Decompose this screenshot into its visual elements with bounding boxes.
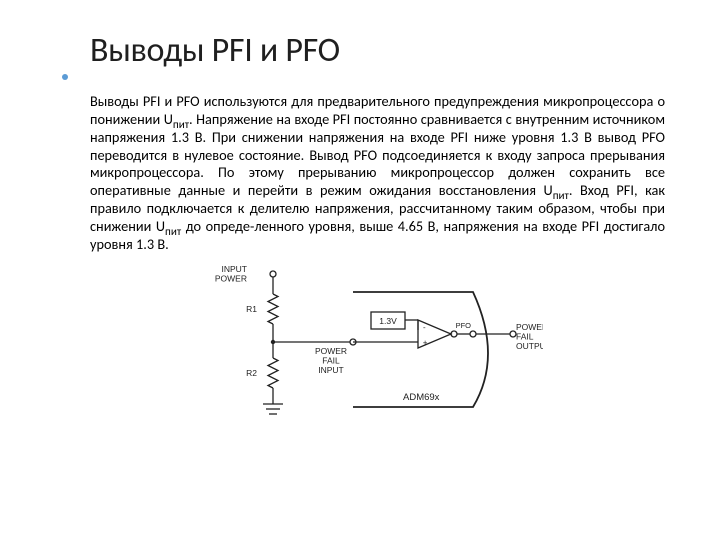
svg-text:FAIL: FAIL [516,331,534,341]
svg-text:OUTPUT: OUTPUT [516,341,543,351]
svg-text:FAIL: FAIL [322,355,340,365]
svg-text:POWER: POWER [314,346,346,356]
svg-text:-: - [423,323,426,333]
svg-text:R2: R2 [246,368,257,378]
svg-text:POWER: POWER [516,322,543,332]
svg-text:ADM69x: ADM69x [403,392,440,403]
body-paragraph: Выводы PFI и PFO используются для предва… [90,93,665,254]
svg-text:+: + [423,338,428,348]
svg-text:PFO: PFO [455,321,471,330]
circuit-diagram: INPUTPOWERR1R2POWERFAILINPUTADM69x1.3V-+… [213,262,543,427]
svg-text:R1: R1 [246,304,257,314]
accent-dot [62,74,68,80]
svg-text:1.3V: 1.3V [379,316,397,326]
svg-text:POWER: POWER [214,273,246,283]
svg-text:INPUT: INPUT [221,264,247,274]
svg-text:INPUT: INPUT [318,365,344,375]
slide-title: Выводы PFI и PFO [90,30,665,71]
